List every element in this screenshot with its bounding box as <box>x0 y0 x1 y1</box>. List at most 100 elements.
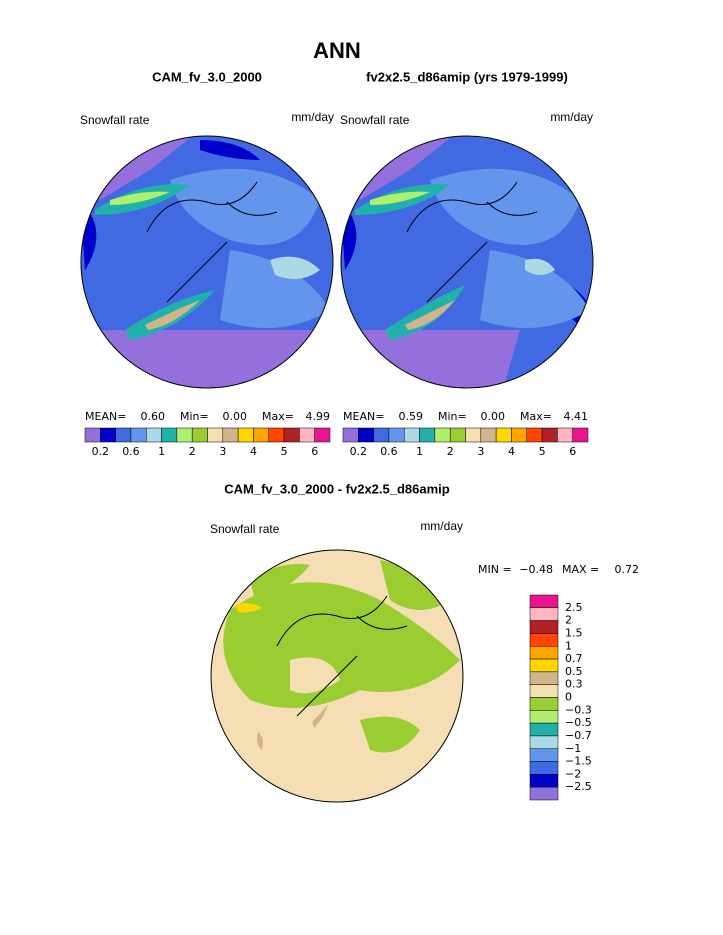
stat-min-label: Min= <box>180 410 209 423</box>
colorbar-box <box>529 633 559 647</box>
main-title: ANN <box>313 38 361 63</box>
colorbar-box <box>373 427 390 443</box>
contour-region <box>360 716 420 753</box>
units-label: mm/day <box>291 110 334 124</box>
difference-title: CAM_fv_3.0_2000 - fv2x2.5_d86amip <box>224 481 450 496</box>
colorbar-label: 6 <box>569 445 576 458</box>
colorbar-label: −1.5 <box>565 755 592 768</box>
min-label: MIN = <box>478 563 512 576</box>
stat-min: 0.00 <box>481 410 506 423</box>
colorbar-label: 0.2 <box>350 445 368 458</box>
stat-min-label: Min= <box>438 410 467 423</box>
colorbar-box <box>283 427 300 443</box>
panel-title: fv2x2.5_d86amip (yrs 1979-1999) <box>366 69 568 84</box>
colorbar-box <box>526 427 543 443</box>
colorbar-box <box>84 427 101 443</box>
colorbar-box <box>480 427 497 443</box>
colorbar-box <box>529 671 559 685</box>
colorbar-label: 4 <box>250 445 257 458</box>
colorbar-box <box>529 658 559 673</box>
colorbar-box <box>314 427 331 443</box>
colorbar-label: 2 <box>447 445 454 458</box>
map-border <box>340 135 594 389</box>
colorbar-label: 2 <box>565 614 572 627</box>
colorbar-box <box>161 427 178 443</box>
coastline <box>276 595 408 717</box>
variable-label: Snowfall rate <box>340 113 410 127</box>
colorbar-box <box>191 427 208 443</box>
colorbar-box <box>529 748 559 762</box>
colorbar-label: −0.3 <box>565 703 592 716</box>
stat-mean: 0.60 <box>141 410 166 423</box>
units-label: mm/day <box>550 110 593 124</box>
colorbar-label: 0.6 <box>380 445 398 458</box>
colorbar-label: −1 <box>565 742 581 755</box>
contour-region <box>405 300 455 330</box>
colorbar-box <box>358 427 374 443</box>
colorbar-box <box>529 607 559 621</box>
colorbar-label: 0.6 <box>122 445 140 458</box>
max-label: MAX = <box>562 563 599 576</box>
stat-mean: 0.59 <box>399 410 424 423</box>
colorbar-box <box>529 786 559 801</box>
map <box>341 136 593 388</box>
contour-region <box>170 168 320 245</box>
colorbar-box <box>529 646 559 660</box>
colorbar-label: 0.3 <box>565 678 583 691</box>
map-border <box>80 135 334 389</box>
colorbar-box <box>495 427 512 443</box>
colorbar-box <box>572 427 589 443</box>
colorbar-box <box>237 427 254 443</box>
colorbar-label: 0.7 <box>565 652 583 665</box>
colorbar-box <box>449 427 466 443</box>
contour-region <box>200 140 260 160</box>
colorbar-box <box>388 427 405 443</box>
colorbar-box <box>207 427 224 443</box>
max-value: 0.72 <box>615 563 640 576</box>
panel-title: CAM_fv_3.0_2000 <box>152 69 262 84</box>
colorbar-label: 2 <box>189 445 196 458</box>
contour-region <box>290 657 340 694</box>
colorbar-box <box>342 427 359 443</box>
map <box>81 136 333 388</box>
units-label: mm/day <box>420 519 463 533</box>
contour-region <box>312 704 328 728</box>
colorbar-box <box>557 427 573 443</box>
contour-region <box>257 732 263 750</box>
colorbar-box <box>529 594 559 609</box>
contour-region <box>385 285 465 340</box>
colorbar-label: 0.2 <box>92 445 110 458</box>
colorbar-box <box>419 427 436 443</box>
stat-mean-label: MEAN= <box>343 410 384 423</box>
colorbar-box <box>511 427 527 443</box>
colorbar-label: 5 <box>281 445 288 458</box>
colorbar-box <box>176 427 193 443</box>
contour-region <box>525 258 555 275</box>
stat-min: 0.00 <box>223 410 248 423</box>
colorbar-label: 1 <box>565 639 572 652</box>
colorbar-label: 2.5 <box>565 601 583 614</box>
contour-region <box>430 168 580 245</box>
colorbar-label: 4 <box>508 445 515 458</box>
colorbar-box <box>222 427 239 443</box>
colorbar-box <box>130 427 147 443</box>
contour-region <box>220 250 330 328</box>
colorbar-label: −0.5 <box>565 716 592 729</box>
colorbar-box <box>253 427 269 443</box>
colorbar-label: 0.5 <box>565 665 583 678</box>
contour-region <box>370 191 430 205</box>
colorbar-box <box>529 710 559 724</box>
colorbar-box <box>529 774 559 788</box>
contour-region <box>380 560 450 610</box>
colorbar-box <box>268 427 285 443</box>
colorbar-box <box>115 427 132 443</box>
colorbar-label: 3 <box>477 445 484 458</box>
colorbar-label: 0 <box>565 691 572 704</box>
colorbar-label: −2 <box>565 767 581 780</box>
colorbar-box <box>529 697 559 711</box>
contour-region <box>360 330 520 388</box>
colorbar-label: −0.7 <box>565 729 592 742</box>
